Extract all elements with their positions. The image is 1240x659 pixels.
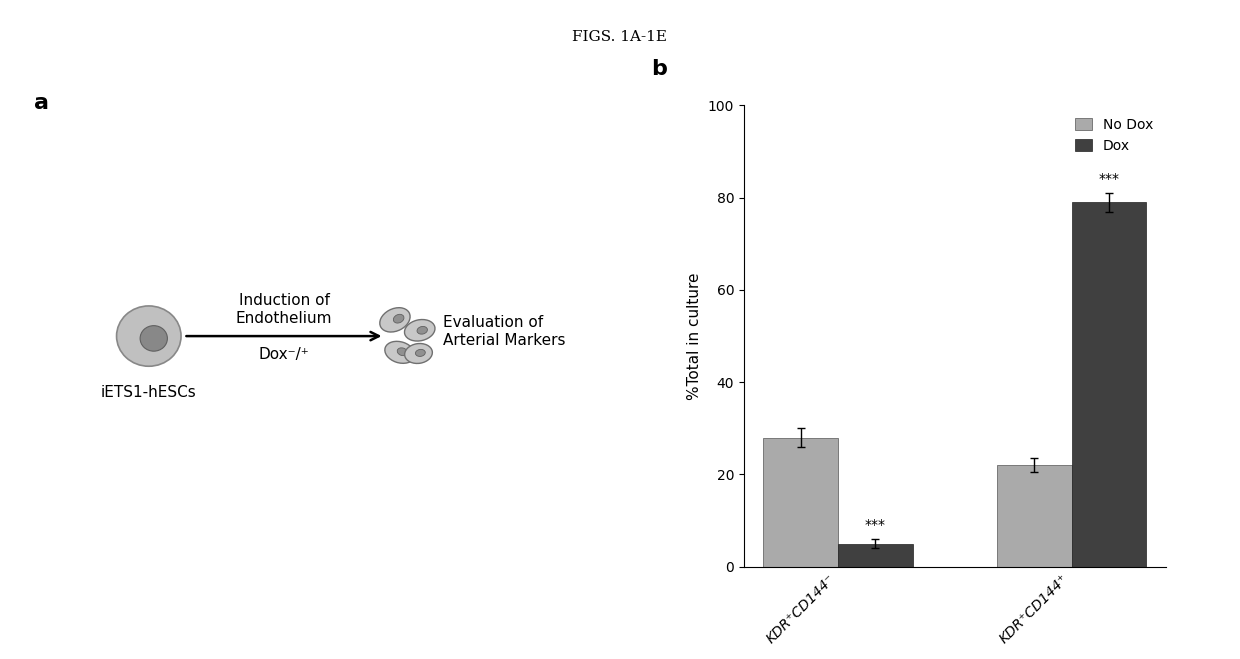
Ellipse shape [384, 341, 415, 363]
Text: Evaluation of
Arterial Markers: Evaluation of Arterial Markers [444, 315, 565, 348]
Ellipse shape [404, 320, 435, 341]
Legend: No Dox, Dox: No Dox, Dox [1069, 113, 1158, 158]
Ellipse shape [379, 308, 410, 332]
Ellipse shape [415, 349, 425, 357]
Text: a: a [35, 92, 50, 113]
Ellipse shape [404, 343, 433, 364]
Bar [838, 544, 913, 567]
Bar [1071, 202, 1147, 567]
Circle shape [140, 326, 167, 351]
Bar [763, 438, 838, 567]
Text: ***: *** [864, 518, 885, 532]
Y-axis label: %Total in culture: %Total in culture [687, 272, 702, 400]
Bar [997, 465, 1071, 567]
Ellipse shape [393, 314, 404, 323]
Ellipse shape [397, 348, 408, 356]
Text: Dox⁻/⁺: Dox⁻/⁺ [259, 347, 309, 362]
Circle shape [117, 306, 181, 366]
Text: ***: *** [1099, 172, 1120, 186]
Ellipse shape [417, 326, 428, 334]
Text: iETS1-hESCs: iETS1-hESCs [100, 386, 197, 401]
Text: Induction of
Endothelium: Induction of Endothelium [236, 293, 332, 326]
Text: FIGS. 1A-1E: FIGS. 1A-1E [573, 30, 667, 43]
Text: b: b [651, 59, 667, 79]
